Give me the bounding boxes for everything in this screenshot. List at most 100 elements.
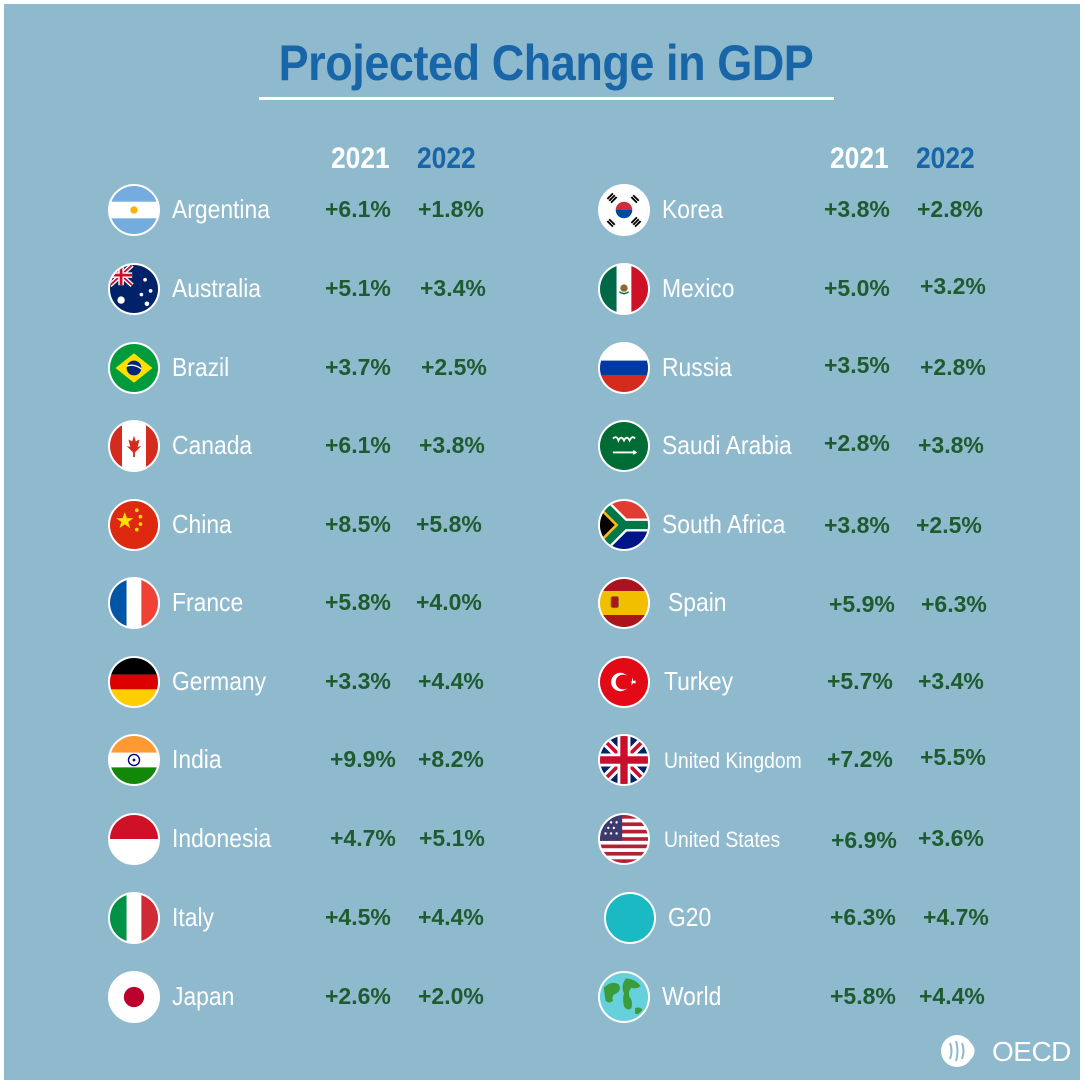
country-name: China: [172, 509, 232, 539]
country-row-italy: Italy +4.5% +4.4%: [108, 892, 508, 948]
value-2021: +6.1%: [325, 196, 391, 222]
country-name: India: [172, 744, 222, 774]
country-row-korea: Korea +3.8% +2.8%: [598, 184, 1018, 240]
russia-flag-icon: [598, 342, 650, 394]
country-name: G20: [668, 902, 712, 932]
country-name: United States: [664, 827, 781, 852]
title-underline: [259, 97, 834, 100]
value-2021: +3.3%: [325, 668, 391, 694]
value-2022: +1.8%: [418, 196, 484, 222]
india-flag-icon: [108, 734, 160, 786]
country-row-india: India +9.9% +8.2%: [108, 734, 508, 790]
country-row-china: China +8.5% +5.8%: [108, 499, 508, 555]
france-flag-icon: [108, 577, 160, 629]
value-2022: +4.4%: [919, 983, 985, 1009]
country-row-france: France +5.8% +4.0%: [108, 577, 508, 633]
value-2021: +7.2%: [827, 746, 893, 772]
country-name: Mexico: [662, 273, 735, 303]
indonesia-flag-icon: [108, 813, 160, 865]
value-2021: +4.5%: [325, 904, 391, 930]
value-2022: +3.8%: [918, 432, 984, 458]
country-name: Argentina: [172, 194, 270, 224]
brazil-flag-icon: [108, 342, 160, 394]
left-header-2022: 2022: [417, 142, 476, 175]
country-row-canada: Canada +6.1% +3.8%: [108, 420, 508, 476]
saudi-arabia-flag-icon: [598, 420, 650, 472]
country-name: Saudi Arabia: [662, 430, 792, 460]
value-2022: +4.7%: [923, 904, 989, 930]
united-kingdom-flag-icon: [598, 734, 650, 786]
value-2021: +5.8%: [830, 983, 896, 1009]
value-2021: +5.8%: [325, 589, 391, 615]
japan-flag-icon: [108, 971, 160, 1023]
value-2022: +4.0%: [416, 589, 482, 615]
value-2021: +3.7%: [325, 354, 391, 380]
country-row-saudi-arabia: Saudi Arabia +2.8% +3.8%: [598, 420, 1018, 476]
page-title: Projected Change in GDP: [278, 35, 814, 91]
canada-flag-icon: [108, 420, 160, 472]
country-name: United Kingdom: [664, 748, 802, 773]
country-name: Canada: [172, 430, 253, 460]
australia-flag-icon: [108, 263, 160, 315]
value-2022: +3.4%: [918, 668, 984, 694]
country-row-argentina: Argentina +6.1% +1.8%: [108, 184, 508, 240]
value-2021: +3.8%: [824, 196, 890, 222]
country-name: World: [662, 981, 722, 1011]
value-2022: +6.3%: [921, 591, 987, 617]
value-2022: +3.6%: [918, 825, 984, 851]
value-2022: +5.8%: [416, 511, 482, 537]
value-2022: +8.2%: [418, 746, 484, 772]
value-2021: +6.1%: [325, 432, 391, 458]
value-2022: +3.8%: [419, 432, 485, 458]
value-2022: +2.0%: [418, 983, 484, 1009]
value-2021: +2.8%: [824, 430, 890, 456]
value-2021: +4.7%: [330, 825, 396, 851]
value-2021: +5.7%: [827, 668, 893, 694]
value-2021: +2.6%: [325, 983, 391, 1009]
g20-circle-icon: [604, 892, 656, 944]
left-header-2021: 2021: [331, 142, 390, 175]
value-2022: +3.2%: [920, 273, 986, 299]
mexico-flag-icon: [598, 263, 650, 315]
value-2022: +2.5%: [421, 354, 487, 380]
italy-flag-icon: [108, 892, 160, 944]
globe-icon: [598, 971, 650, 1023]
country-name: Germany: [172, 666, 267, 696]
china-flag-icon: [108, 499, 160, 551]
country-row-spain: Spain +5.9% +6.3%: [598, 577, 1018, 633]
oecd-logo-text: OECD: [992, 1036, 1071, 1067]
value-2021: +3.5%: [824, 352, 890, 378]
value-2021: +3.8%: [824, 512, 890, 538]
country-name: Australia: [172, 273, 262, 303]
value-2021: +5.0%: [824, 275, 890, 301]
country-name: South Africa: [662, 509, 786, 539]
country-name: Turkey: [664, 666, 734, 696]
value-2022: +4.4%: [418, 668, 484, 694]
spain-flag-icon: [598, 577, 650, 629]
value-2022: +5.5%: [920, 744, 986, 770]
country-name: Italy: [172, 902, 214, 932]
south-africa-flag-icon: [598, 499, 650, 551]
value-2021: +9.9%: [330, 746, 396, 772]
country-name: Spain: [668, 587, 727, 617]
value-2022: +4.4%: [418, 904, 484, 930]
country-row-japan: Japan +2.6% +2.0%: [108, 971, 508, 1027]
turkey-flag-icon: [598, 656, 650, 708]
country-row-indonesia: Indonesia +4.7% +5.1%: [108, 813, 508, 869]
country-name: Korea: [662, 194, 724, 224]
country-row-brazil: Brazil +3.7% +2.5%: [108, 342, 508, 398]
value-2022: +2.8%: [920, 354, 986, 380]
country-row-turkey: Turkey +5.7% +3.4%: [598, 656, 1018, 712]
argentina-flag-icon: [108, 184, 160, 236]
country-row-russia: Russia +3.5% +2.8%: [598, 342, 1018, 398]
value-2021: +6.9%: [831, 827, 897, 853]
germany-flag-icon: [108, 656, 160, 708]
country-row-germany: Germany +3.3% +4.4%: [108, 656, 508, 712]
oecd-logo-icon: [941, 1035, 975, 1067]
korea-flag-icon: [598, 184, 650, 236]
value-2022: +2.8%: [917, 196, 983, 222]
country-name: Russia: [662, 352, 732, 382]
country-name: Brazil: [172, 352, 230, 382]
country-name: Japan: [172, 981, 235, 1011]
